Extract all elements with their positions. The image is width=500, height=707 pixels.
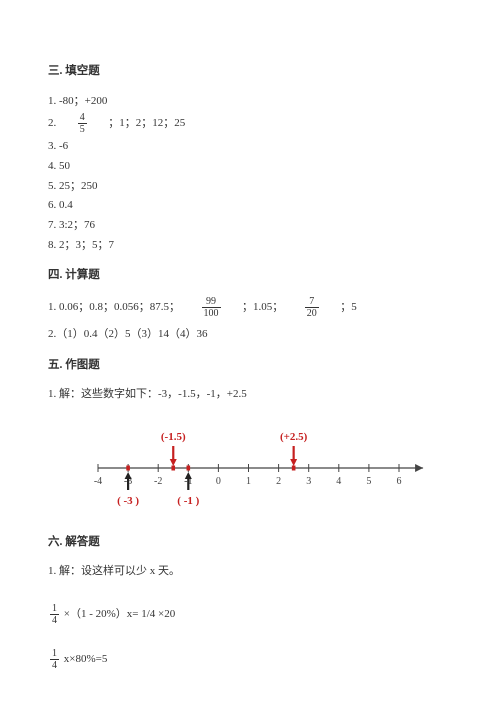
s6-eq-1-rest: ×（1 - 20%）x= 1/4 ×20 — [64, 608, 176, 620]
s3-item-7: 7. 3:2；76 — [48, 216, 452, 235]
fraction-7-20: 7 20 — [303, 296, 321, 319]
svg-text:-4: -4 — [94, 476, 102, 487]
s4-line-2: 2.（1）0.4（2）5（3）14（4）36 — [48, 325, 452, 344]
svg-text:( -1 ): ( -1 ) — [177, 495, 199, 507]
s3-item-8: 8. 2；3；5；7 — [48, 236, 452, 255]
s3-item-6: 6. 0.4 — [48, 196, 452, 215]
svg-text:(+2.5): (+2.5) — [280, 431, 308, 443]
s3-item-5: 5. 25；250 — [48, 177, 452, 196]
s3-item-2-prefix: 2. — [48, 117, 56, 129]
svg-text:4: 4 — [336, 476, 341, 487]
svg-text:( -3 ): ( -3 ) — [117, 495, 139, 507]
svg-text:1: 1 — [246, 476, 251, 487]
svg-text:(-1.5): (-1.5) — [161, 431, 186, 443]
s3-item-1: 1. -80；+200 — [48, 92, 452, 111]
section-5-title: 五. 作图题 — [48, 356, 452, 376]
s3-item-2: 2. 4 5 ；1；2；12；25 — [48, 112, 452, 135]
s5-text-1: 1. 解：这些数字如下：-3，-1.5，-1，+2.5 — [48, 385, 452, 404]
fraction-99-100: 99 100 — [200, 296, 223, 319]
fraction-1-4-a: 1 4 — [48, 603, 61, 626]
s3-item-2-suffix: ；1；2；12；25 — [108, 117, 185, 129]
svg-text:0: 0 — [216, 476, 221, 487]
s3-item-4: 4. 50 — [48, 157, 452, 176]
s6-eq-1: 1 4 ×（1 - 20%）x= 1/4 ×20 — [48, 603, 452, 626]
svg-text:2: 2 — [276, 476, 281, 487]
svg-text:3: 3 — [306, 476, 311, 487]
s6-eq-2-rest: x×80%=5 — [64, 653, 108, 665]
s4-l1-a: 1. 0.06；0.8；0.056；87.5； — [48, 301, 180, 313]
s3-item-3: 3. -6 — [48, 137, 452, 156]
s6-text-1: 1. 解：设这样可以少 x 天。 — [48, 562, 452, 581]
s4-l1-c: ；5 — [340, 301, 357, 313]
section-6-title: 六. 解答题 — [48, 533, 452, 553]
svg-text:5: 5 — [366, 476, 371, 487]
svg-text:-2: -2 — [154, 476, 162, 487]
fraction-4-5: 4 5 — [76, 112, 89, 135]
s6-eq-2: 1 4 x×80%=5 — [48, 648, 452, 671]
fraction-1-4-b: 1 4 — [48, 648, 61, 671]
number-line-diagram: -4-3-2-10123456(-1.5)(+2.5)( -3 )( -1 ) — [78, 418, 452, 521]
s4-line-1: 1. 0.06；0.8；0.056；87.5； 99 100 ；1.05； 7 … — [48, 296, 452, 319]
section-3-title: 三. 填空题 — [48, 62, 452, 82]
s4-l1-b: ；1.05； — [242, 301, 283, 313]
svg-text:6: 6 — [397, 476, 402, 487]
section-4-title: 四. 计算题 — [48, 266, 452, 286]
